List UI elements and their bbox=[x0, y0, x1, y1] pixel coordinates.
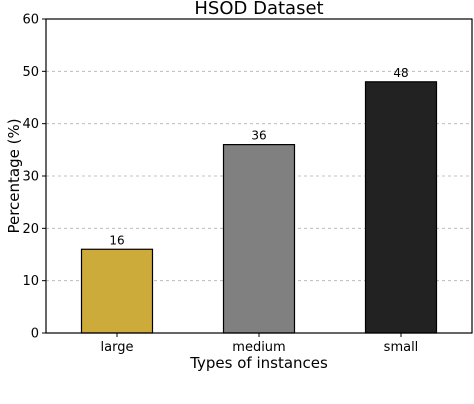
y-tick-label: 20 bbox=[22, 222, 39, 237]
y-tick-label: 60 bbox=[22, 13, 39, 28]
x-tick-label-medium: medium bbox=[232, 340, 285, 355]
y-axis-title: Percentage (%) bbox=[5, 118, 23, 233]
data-label-small: 48 bbox=[393, 66, 408, 80]
bar-large bbox=[80, 248, 154, 334]
data-label-medium: 36 bbox=[251, 129, 266, 143]
bars bbox=[80, 81, 438, 334]
x-tick-label-large: large bbox=[101, 340, 134, 355]
y-tick-label: 50 bbox=[22, 65, 39, 80]
y-tick-label: 40 bbox=[22, 117, 39, 132]
x-axis-title: Types of instances bbox=[189, 354, 328, 372]
bar-medium bbox=[222, 144, 296, 334]
x-tick-label-small: small bbox=[384, 340, 419, 355]
x-axis-ticks: large medium small bbox=[101, 333, 419, 355]
bar-small bbox=[364, 81, 438, 334]
data-labels: 16 36 48 bbox=[109, 66, 408, 247]
y-tick-label: 10 bbox=[22, 274, 39, 289]
y-tick-label: 30 bbox=[22, 170, 39, 185]
y-tick-label: 0 bbox=[31, 327, 39, 342]
chart-title: HSOD Dataset bbox=[194, 0, 323, 19]
data-label-large: 16 bbox=[109, 233, 124, 247]
y-axis-ticks: 0 10 20 30 40 50 60 bbox=[22, 13, 46, 342]
